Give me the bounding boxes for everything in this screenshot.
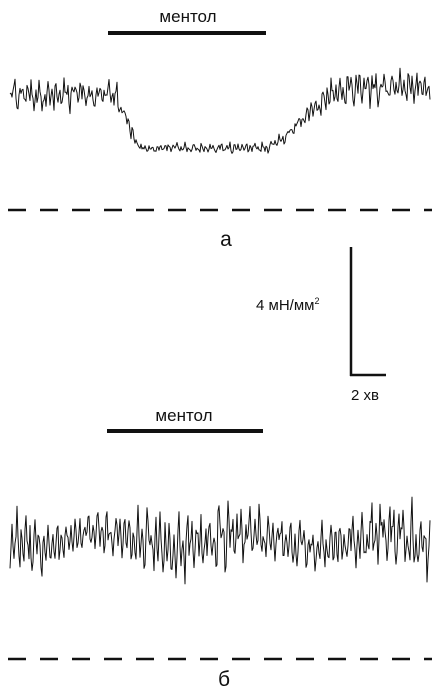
panel-a-trace	[9, 67, 431, 154]
panel-a: ментол а	[8, 7, 432, 251]
scale-time-label: 2 хв	[351, 387, 379, 404]
panel-a-label: а	[220, 228, 232, 251]
panel-a-stimulus-label: ментол	[159, 7, 216, 26]
panel-b: ментол б	[8, 406, 432, 689]
panel-b-label: б	[218, 668, 230, 689]
panel-b-stimulus-label: ментол	[155, 406, 212, 425]
panel-b-trace	[9, 496, 431, 585]
scale-bar: 4 мН/мм2 2 хв	[256, 247, 386, 404]
scale-force-label: 4 мН/мм2	[256, 296, 319, 314]
